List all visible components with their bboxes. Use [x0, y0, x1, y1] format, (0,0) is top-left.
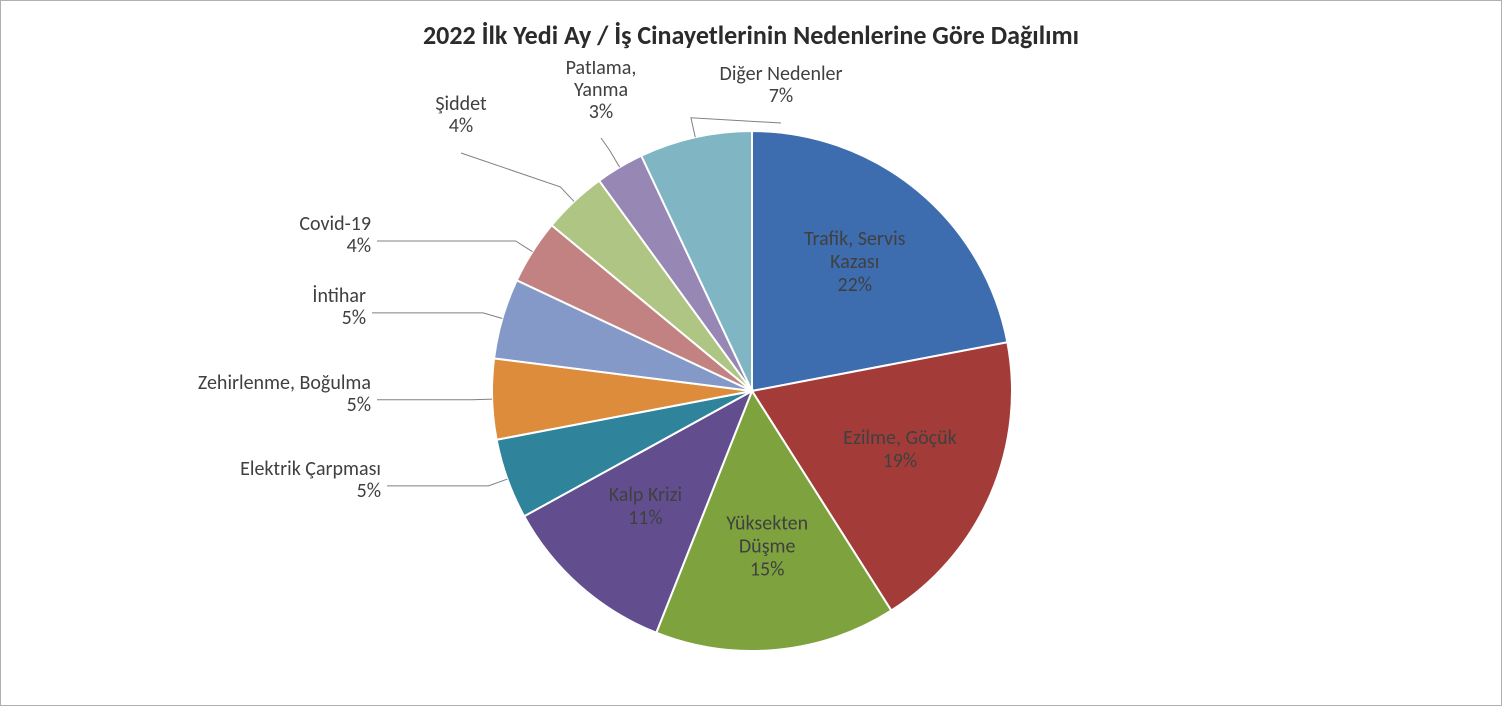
chart-area: Trafik, ServisKazası22%Ezilme, Göçük19%Y… [1, 61, 1502, 701]
slice-label: Covid-194% [299, 212, 371, 258]
chart-title: 2022 İlk Yedi Ay / İş Cinayetlerinin Ned… [1, 19, 1501, 51]
leader-line [377, 241, 532, 252]
slice-label: İntihar5% [312, 284, 366, 330]
leader-line [372, 313, 502, 319]
chart-frame: 2022 İlk Yedi Ay / İş Cinayetlerinin Ned… [0, 0, 1502, 706]
leader-line [461, 153, 574, 201]
leader-line [377, 399, 492, 400]
slice-label: Şiddet4% [435, 92, 487, 138]
leader-line [601, 138, 620, 167]
slice-label: Patlama,Yanma3% [566, 61, 637, 124]
slice-label: Zehirlenme, Boğulma5% [198, 371, 371, 417]
pie-chart: Trafik, ServisKazası22%Ezilme, Göçük19%Y… [1, 61, 1502, 701]
leader-line [387, 479, 507, 486]
slice-label: Diğer Nedenler7% [720, 62, 843, 108]
slice-label: Elektrik Çarpması5% [240, 457, 381, 503]
